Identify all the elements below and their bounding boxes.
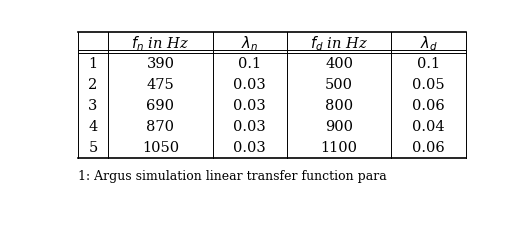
Text: 0.03: 0.03: [233, 141, 266, 155]
Text: $f_n$ in Hz: $f_n$ in Hz: [132, 34, 190, 52]
Text: $f_d$ in Hz: $f_d$ in Hz: [310, 34, 368, 52]
Text: 400: 400: [325, 57, 353, 71]
Text: 4: 4: [89, 120, 97, 134]
Text: 1: Argus simulation linear transfer function para: 1: Argus simulation linear transfer func…: [78, 169, 386, 182]
Text: 0.1: 0.1: [417, 57, 440, 71]
Text: 0.03: 0.03: [233, 99, 266, 113]
Text: 800: 800: [325, 99, 353, 113]
Text: $\lambda_n$: $\lambda_n$: [241, 34, 258, 52]
Text: 2: 2: [89, 78, 97, 92]
Text: 390: 390: [147, 57, 174, 71]
Text: 1050: 1050: [142, 141, 179, 155]
Text: 0.03: 0.03: [233, 120, 266, 134]
Text: 0.1: 0.1: [238, 57, 261, 71]
Text: 0.05: 0.05: [412, 78, 445, 92]
Text: 3: 3: [88, 99, 97, 113]
Text: 0.03: 0.03: [233, 78, 266, 92]
Text: 870: 870: [147, 120, 174, 134]
Text: 500: 500: [325, 78, 353, 92]
Text: 900: 900: [325, 120, 353, 134]
Text: 475: 475: [147, 78, 174, 92]
Text: 5: 5: [89, 141, 97, 155]
Text: 1100: 1100: [321, 141, 358, 155]
Text: 0.04: 0.04: [412, 120, 445, 134]
Text: 690: 690: [147, 99, 174, 113]
Text: 0.06: 0.06: [412, 141, 445, 155]
Text: $\lambda_d$: $\lambda_d$: [420, 34, 438, 52]
Text: 0.06: 0.06: [412, 99, 445, 113]
Text: 1: 1: [89, 57, 97, 71]
